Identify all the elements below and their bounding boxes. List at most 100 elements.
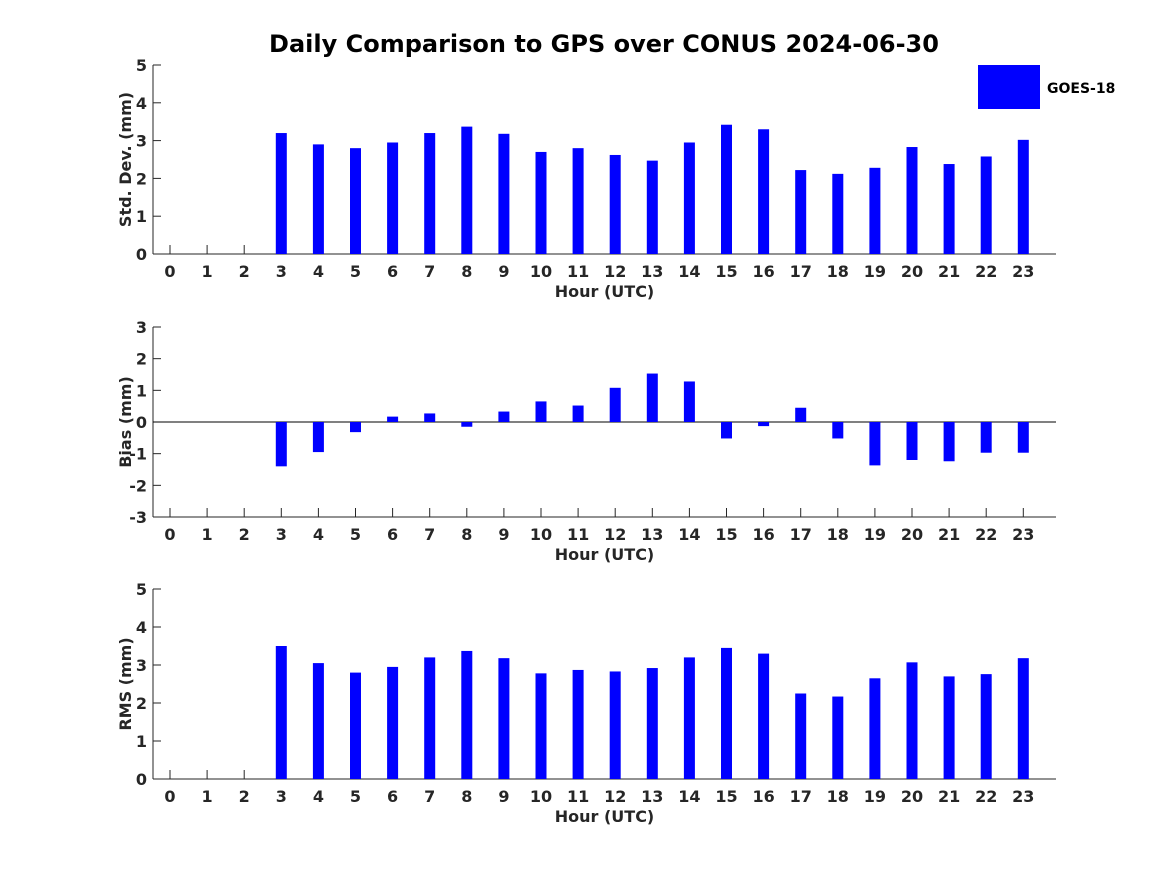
x-tick-label: 19 [864, 525, 886, 544]
x-tick-label: 16 [752, 787, 774, 806]
x-tick-label: 14 [678, 787, 700, 806]
bar-hour-5 [350, 672, 361, 779]
bar-hour-7 [424, 133, 436, 254]
x-tick-label: 21 [938, 525, 960, 544]
y-axis-label: Std. Dev. (mm) [116, 92, 135, 227]
bar-hour-22 [980, 674, 992, 779]
x-axis-label: Hour (UTC) [555, 545, 655, 564]
bar-hour-23 [1017, 422, 1029, 453]
x-tick-label: 19 [864, 262, 886, 281]
x-tick-label: 0 [164, 525, 175, 544]
x-tick-label: 12 [604, 262, 626, 281]
x-tick-label: 13 [641, 262, 663, 281]
y-tick-label: 3 [136, 132, 147, 151]
y-tick-label: -1 [129, 445, 147, 464]
x-tick-label: 3 [276, 787, 287, 806]
x-tick-label: 3 [276, 262, 287, 281]
x-tick-label: 9 [498, 787, 509, 806]
bar-hour-6 [387, 142, 399, 254]
bar-hour-13 [646, 668, 658, 779]
bar-hour-20 [906, 147, 918, 254]
bar-hour-7 [424, 413, 436, 422]
x-tick-label: 17 [790, 787, 812, 806]
y-tick-label: 5 [136, 580, 147, 599]
x-tick-label: 21 [938, 262, 960, 281]
x-tick-label: 9 [498, 262, 509, 281]
x-tick-label: 14 [678, 525, 700, 544]
bar-hour-16 [758, 129, 770, 254]
bar-hour-19 [869, 167, 881, 254]
bar-hour-12 [609, 154, 621, 254]
bar-hour-20 [906, 422, 918, 460]
x-tick-label: 13 [641, 787, 663, 806]
bar-hour-9 [498, 658, 510, 779]
bar-hour-16 [758, 422, 770, 427]
legend-swatch-goes-18 [978, 65, 1040, 109]
x-axis-label: Hour (UTC) [555, 282, 655, 301]
y-tick-label: -3 [129, 508, 147, 527]
x-tick-label: 4 [313, 525, 324, 544]
y-tick-label: 1 [136, 381, 147, 400]
x-tick-label: 17 [790, 262, 812, 281]
x-axis-label: Hour (UTC) [555, 807, 655, 826]
x-tick-label: 10 [530, 787, 552, 806]
bar-hour-21 [943, 676, 955, 779]
bar-hour-3 [275, 133, 287, 254]
bar-hour-14 [683, 381, 695, 422]
x-tick-label: 10 [530, 525, 552, 544]
y-tick-label: 2 [136, 694, 147, 713]
x-tick-label: 11 [567, 787, 589, 806]
x-tick-label: 8 [461, 262, 472, 281]
bar-hour-12 [609, 387, 621, 422]
legend-label-goes-18: GOES-18 [1047, 81, 1115, 97]
y-tick-label: 1 [136, 207, 147, 226]
y-tick-label: 2 [136, 169, 147, 188]
chart-title: Daily Comparison to GPS over CONUS 2024-… [269, 30, 939, 58]
y-tick-label: 0 [136, 413, 147, 432]
y-tick-label: 4 [136, 618, 147, 637]
bar-hour-17 [795, 407, 807, 422]
x-tick-label: 22 [975, 262, 997, 281]
bar-hour-23 [1017, 658, 1029, 779]
x-tick-label: 7 [424, 262, 435, 281]
x-tick-label: 12 [604, 787, 626, 806]
y-tick-label: -2 [129, 476, 147, 495]
x-tick-label: 23 [1012, 262, 1034, 281]
bar-hour-17 [795, 170, 807, 254]
x-tick-label: 23 [1012, 525, 1034, 544]
bar-hour-15 [721, 422, 732, 439]
x-tick-label: 18 [827, 787, 849, 806]
x-tick-label: 2 [239, 787, 250, 806]
x-tick-label: 2 [239, 262, 250, 281]
bar-hour-4 [312, 422, 324, 453]
y-tick-label: 1 [136, 732, 147, 751]
x-tick-label: 12 [604, 525, 626, 544]
x-tick-label: 17 [790, 525, 812, 544]
bar-hour-8 [461, 422, 473, 427]
y-axis-label: RMS (mm) [116, 637, 135, 730]
bar-hour-9 [498, 411, 510, 422]
bar-hour-15 [721, 647, 732, 779]
bar-hour-21 [943, 164, 955, 254]
bar-hour-3 [275, 422, 287, 467]
bar-hour-18 [832, 696, 844, 779]
bar-hour-14 [683, 142, 695, 254]
bar-hour-23 [1017, 139, 1029, 254]
y-tick-label: 3 [136, 318, 147, 337]
x-tick-label: 20 [901, 787, 923, 806]
x-tick-label: 22 [975, 525, 997, 544]
x-tick-label: 9 [498, 525, 509, 544]
bar-hour-11 [572, 669, 584, 779]
bar-hour-11 [572, 148, 584, 254]
x-tick-label: 15 [715, 787, 737, 806]
x-tick-label: 1 [202, 787, 213, 806]
x-tick-label: 3 [276, 525, 287, 544]
x-tick-label: 14 [678, 262, 700, 281]
bar-hour-13 [646, 160, 658, 254]
bar-hour-3 [275, 646, 287, 779]
x-tick-label: 7 [424, 787, 435, 806]
x-tick-label: 13 [641, 525, 663, 544]
bar-hour-5 [350, 422, 361, 433]
